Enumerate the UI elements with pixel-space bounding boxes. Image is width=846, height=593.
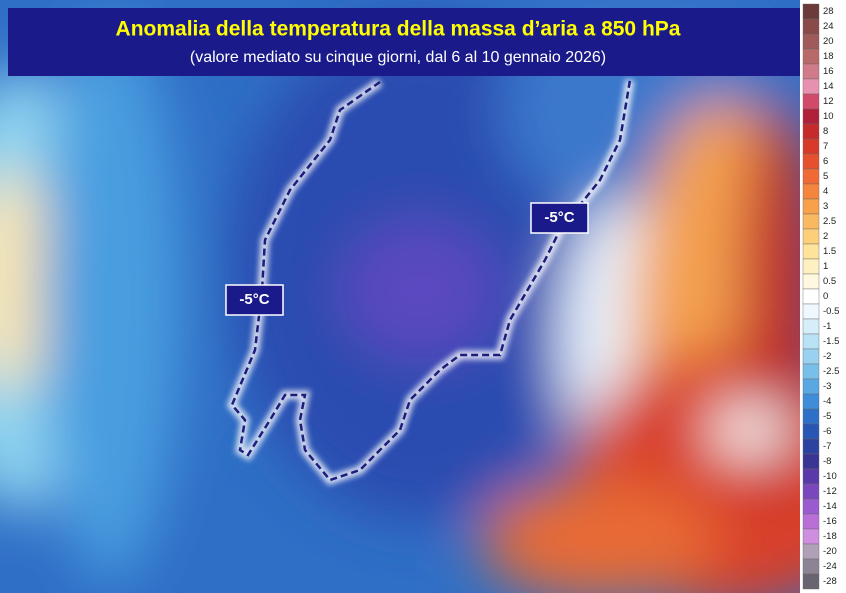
- contour: [226, 78, 635, 486]
- legend-label: -28: [823, 576, 837, 587]
- legend-swatch: [802, 573, 820, 590]
- legend-label: 2.5: [823, 216, 836, 227]
- legend-swatch: [802, 288, 820, 305]
- legend-swatch: [802, 63, 820, 80]
- legend-swatch: [802, 243, 820, 260]
- legend-label: 18: [823, 51, 834, 62]
- legend-swatch: [802, 528, 820, 545]
- legend-swatch: [802, 33, 820, 50]
- legend-label: 4: [823, 186, 828, 197]
- contour-label-text: -5°C: [239, 291, 269, 308]
- legend-label: 16: [823, 66, 834, 77]
- legend-label: 24: [823, 21, 834, 32]
- field: [340, 220, 500, 360]
- legend-label: 8: [823, 126, 828, 137]
- legend-label: 0.5: [823, 276, 836, 287]
- legend-swatch: [802, 78, 820, 95]
- legend-swatch: [802, 123, 820, 140]
- legend-swatch: [802, 423, 820, 440]
- legend-label: -14: [823, 501, 837, 512]
- legend-label: -18: [823, 531, 837, 542]
- legend-label: 1.5: [823, 246, 836, 257]
- legend-swatch: [802, 363, 820, 380]
- legend-swatch: [802, 273, 820, 290]
- header-box: Anomalia della temperatura della massa d…: [8, 8, 800, 76]
- legend-swatch: [802, 138, 820, 155]
- legend-label: -6: [823, 426, 831, 437]
- legend-swatch: [802, 513, 820, 530]
- legend-swatch: [802, 393, 820, 410]
- legend-label: -24: [823, 561, 837, 572]
- legend-label: -12: [823, 486, 837, 497]
- contour-label: -5°C: [225, 284, 284, 316]
- legend-label: 1: [823, 261, 828, 272]
- contour-line: [230, 79, 632, 482]
- legend-label: -2.5: [823, 366, 839, 377]
- field: [40, 20, 180, 580]
- legend-label: 2: [823, 231, 828, 242]
- legend-swatch: [802, 558, 820, 575]
- legend-label: -3: [823, 381, 831, 392]
- legend-label: 10: [823, 111, 834, 122]
- legend-swatch: [802, 18, 820, 35]
- legend-swatch: [802, 468, 820, 485]
- legend-swatch: [802, 348, 820, 365]
- legend-label: 0: [823, 291, 828, 302]
- legend-label: -20: [823, 546, 837, 557]
- color-legend: 28 24 20 18 16 14 12 10 8 7 6 5 4 3 2.5 2 1.5 1 0.5 0 -0.5 -1…: [802, 3, 839, 590]
- legend-label: -8: [823, 456, 831, 467]
- legend-label: 28: [823, 6, 834, 17]
- legend-swatch: [802, 153, 820, 170]
- legend-swatch: [802, 303, 820, 320]
- legend-swatch: [802, 228, 820, 245]
- legend-swatch: [802, 3, 820, 20]
- legend-swatch: [802, 198, 820, 215]
- legend-label: 7: [823, 141, 828, 152]
- legend-swatch: [802, 318, 820, 335]
- legend-label: -4: [823, 396, 831, 407]
- legend-swatch: [802, 183, 820, 200]
- legend-swatch: [802, 258, 820, 275]
- legend-label: 5: [823, 171, 828, 182]
- legend-swatch: [802, 498, 820, 515]
- header-background: [8, 8, 800, 76]
- legend-swatch: [802, 543, 820, 560]
- legend-label: -0.5: [823, 306, 839, 317]
- legend-label: 20: [823, 36, 834, 47]
- legend-swatch: [802, 483, 820, 500]
- legend-swatch: [802, 378, 820, 395]
- legend-label: -7: [823, 441, 831, 452]
- legend-swatch: [802, 453, 820, 470]
- legend-label: 14: [823, 81, 834, 92]
- legend-swatch: [802, 48, 820, 65]
- legend-label: -1: [823, 321, 831, 332]
- legend-label: 6: [823, 156, 828, 167]
- contour-label-text: -5°C: [544, 209, 574, 226]
- legend-label: -10: [823, 471, 837, 482]
- legend-swatch: [802, 108, 820, 125]
- legend-label: -5: [823, 411, 831, 422]
- label-box: [530, 202, 589, 234]
- legend-swatch: [802, 93, 820, 110]
- field: [480, 480, 720, 593]
- legend-swatch: [802, 333, 820, 350]
- label-box: [225, 284, 284, 316]
- contour-label: -5°C: [530, 202, 589, 234]
- legend-swatch: [802, 408, 820, 425]
- legend-swatch: [802, 213, 820, 230]
- legend-swatch: [802, 168, 820, 185]
- legend-label: 3: [823, 201, 828, 212]
- subtitle: (valore mediato su cinque giorni, dal 6 …: [190, 49, 606, 66]
- legend-swatch: [802, 438, 820, 455]
- legend-label: 12: [823, 96, 834, 107]
- legend-label: -16: [823, 516, 837, 527]
- field: [710, 405, 790, 455]
- title: Anomalia della temperatura della massa d…: [116, 18, 681, 41]
- legend-label: -1.5: [823, 336, 839, 347]
- legend-label: -2: [823, 351, 831, 362]
